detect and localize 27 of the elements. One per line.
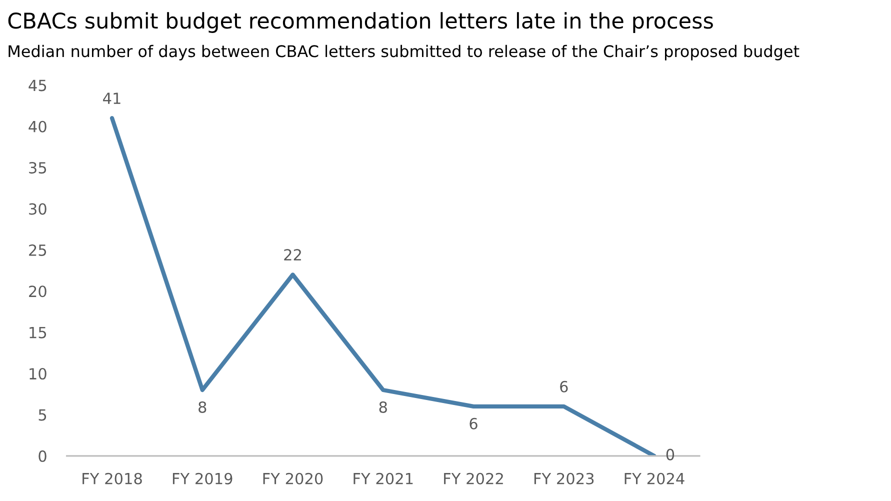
data-label: 8 — [379, 401, 387, 413]
line-series — [110, 116, 656, 456]
data-label: 41 — [103, 92, 120, 104]
data-label: 8 — [198, 401, 206, 413]
data-label: 0 — [666, 448, 674, 460]
y-tick-label: 45 — [28, 80, 46, 92]
chart-subtitle: Median number of days between CBAC letters submitted to release of the Chair’s proposed budget — [8, 44, 800, 60]
y-tick-label: 20 — [29, 286, 46, 298]
y-tick-label: 30 — [29, 203, 46, 215]
x-tick-label: FY 2019 — [172, 472, 232, 484]
y-tick-label: 15 — [30, 326, 46, 338]
x-tick-label: FY 2021 — [354, 472, 413, 484]
y-tick-label: 5 — [38, 409, 46, 421]
x-tick-label: FY 2022 — [444, 472, 503, 484]
y-tick-label: 0 — [38, 450, 46, 462]
chart-title: CBACs submit budget recommendation letters late in the process — [8, 12, 713, 33]
data-label: 22 — [284, 249, 301, 260]
data-label: 6 — [560, 380, 568, 392]
x-tick-label: FY 2020 — [263, 472, 323, 484]
y-tick-label: 35 — [29, 162, 46, 174]
x-tick-label: FY 2018 — [82, 472, 142, 484]
data-label: 6 — [470, 418, 478, 430]
y-tick-label: 40 — [28, 120, 46, 132]
y-tick-label: 25 — [29, 244, 46, 256]
y-tick-label: 10 — [30, 368, 46, 380]
x-tick-label: FY 2023 — [534, 472, 594, 484]
x-tick-label: FY 2024 — [624, 472, 684, 484]
